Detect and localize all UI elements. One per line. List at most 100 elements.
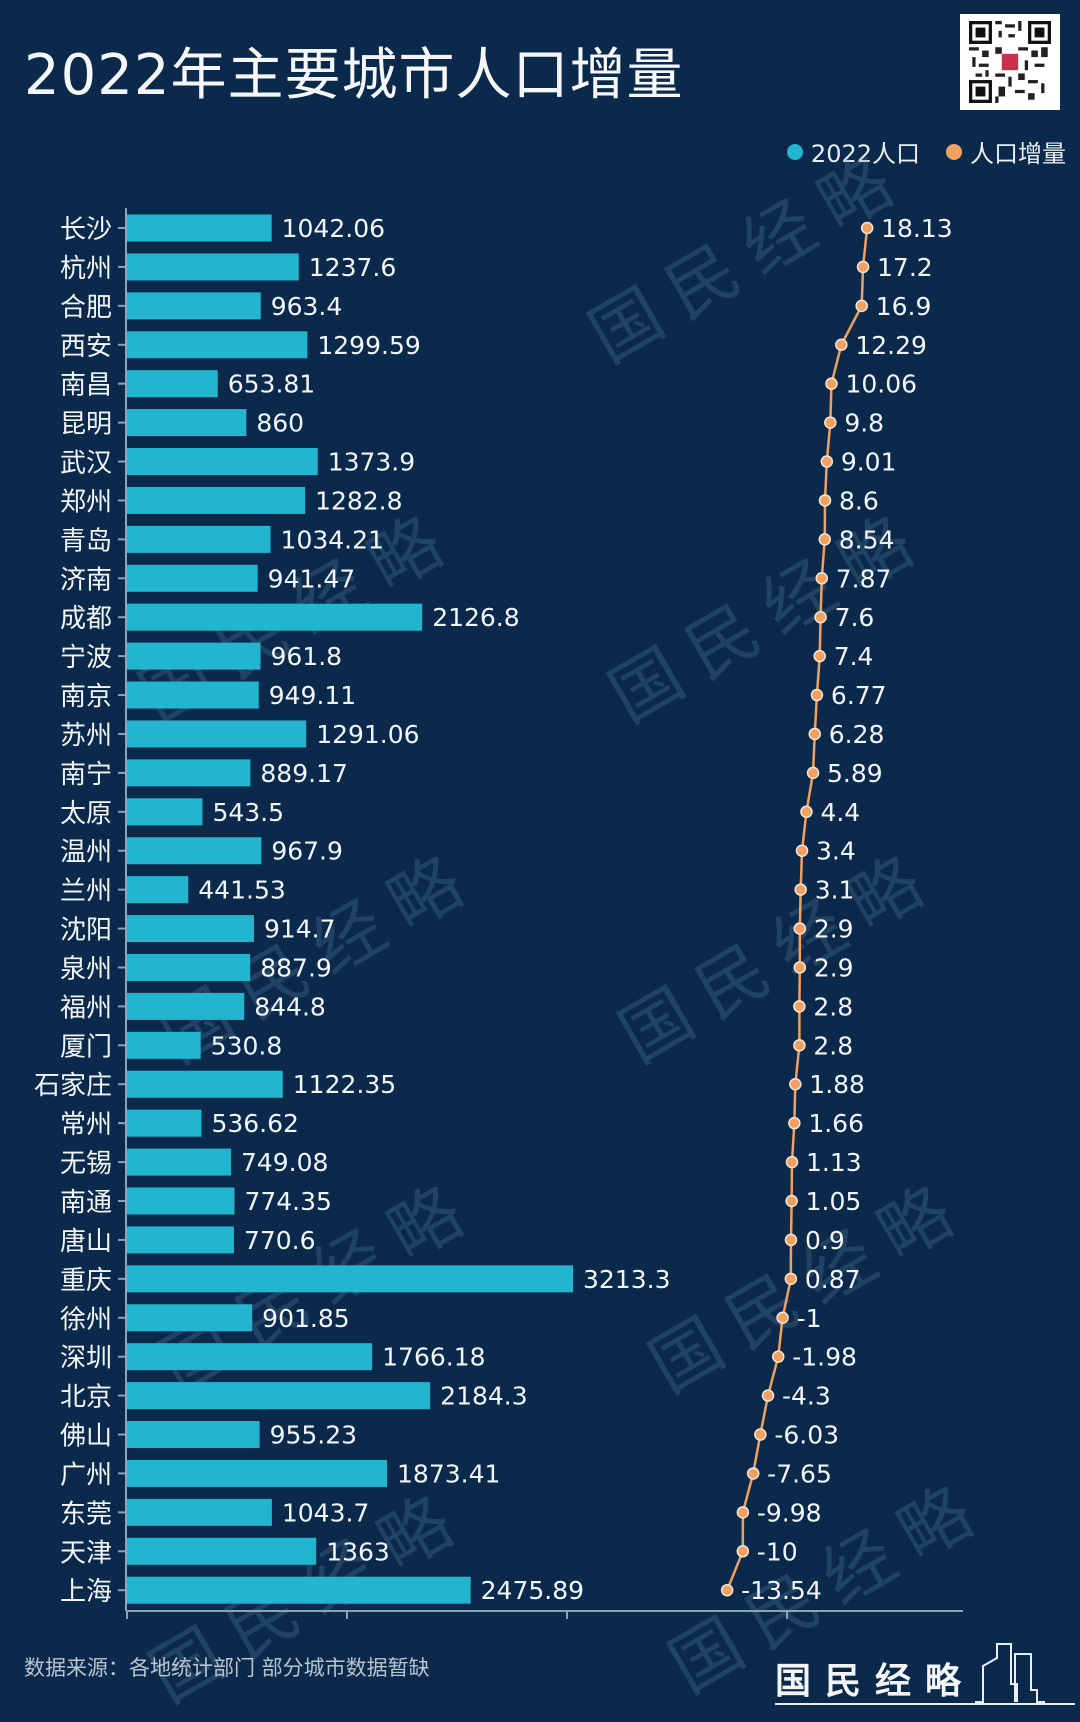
- category-label: 常州: [60, 1110, 112, 1140]
- population-bar: [127, 1421, 260, 1449]
- city-skyline-icon: [975, 1643, 1046, 1703]
- category-label: 青岛: [60, 526, 112, 556]
- bar-value-label: 1873.41: [397, 1459, 500, 1488]
- line-value-label: 3.1: [815, 876, 855, 905]
- bar-value-label: 949.11: [269, 681, 356, 710]
- bar-value-label: 749.08: [241, 1148, 328, 1177]
- population-bar: [127, 1498, 272, 1526]
- category-label: 泉州: [60, 954, 112, 984]
- category-label: 武汉: [60, 449, 112, 479]
- category-label: 重庆: [60, 1266, 112, 1296]
- category-label: 福州: [60, 993, 112, 1023]
- legend-label: 人口增量: [970, 140, 1066, 168]
- population-bar: [127, 681, 259, 709]
- legend-dot-icon: [786, 143, 803, 160]
- population-bar: [127, 1070, 283, 1098]
- category-label: 济南: [60, 565, 112, 595]
- category-label: 南昌: [60, 371, 112, 401]
- data-source-note: 数据来源：各地统计部门 部分城市数据暂缺: [24, 1656, 430, 1680]
- population-bar: [127, 1265, 574, 1293]
- population-bar: [127, 1576, 471, 1604]
- line-value-label: -6.03: [774, 1421, 839, 1450]
- category-label: 昆明: [60, 410, 112, 440]
- increase-point: [815, 572, 829, 585]
- bar-value-label: 1237.6: [309, 253, 396, 282]
- line-value-label: -13.54: [741, 1576, 822, 1605]
- increase-point: [785, 1194, 798, 1208]
- increase-point: [736, 1545, 750, 1558]
- category-label: 东莞: [60, 1499, 112, 1529]
- bar-value-label: 887.9: [260, 953, 332, 982]
- line-value-label: 18.13: [881, 214, 953, 243]
- line-value-label: 1.13: [806, 1148, 862, 1177]
- line-value-label: 6.77: [831, 681, 887, 710]
- category-label: 苏州: [60, 721, 112, 751]
- line-value-label: -1: [797, 1304, 822, 1333]
- increase-point: [793, 961, 807, 974]
- population-bar: [127, 992, 245, 1020]
- category-label: 宁波: [60, 643, 112, 673]
- line-value-label: 2.9: [814, 915, 854, 944]
- increase-line: [725, 227, 869, 1591]
- population-bar: [127, 564, 258, 592]
- increase-point: [818, 494, 832, 507]
- category-label: 厦门: [60, 1032, 112, 1062]
- chart-title: 2022年主要城市人口增量: [24, 43, 684, 108]
- population-bar: [127, 720, 307, 748]
- bar-value-label: 1042.06: [282, 214, 385, 243]
- bar-value-label: 774.35: [244, 1187, 331, 1216]
- increase-point: [784, 1272, 798, 1286]
- population-bar: [127, 1537, 317, 1565]
- increase-point: [856, 260, 870, 274]
- bar-value-label: 914.7: [264, 915, 336, 944]
- bar-value-label: 653.81: [228, 370, 315, 399]
- increase-point: [793, 922, 807, 935]
- increase-point: [818, 533, 831, 546]
- population-bar: [127, 448, 318, 476]
- line-value-label: 2.8: [813, 992, 853, 1021]
- line-value-label: 9.8: [844, 409, 884, 438]
- bar-value-label: 1043.7: [282, 1498, 369, 1527]
- bar-value-label: 3213.3: [583, 1265, 670, 1294]
- line-value-label: 1.88: [809, 1070, 865, 1099]
- increase-point: [795, 844, 809, 857]
- increase-point: [736, 1506, 750, 1519]
- population-bar: [127, 370, 218, 398]
- category-label: 南通: [60, 1188, 112, 1218]
- bar-value-label: 1766.18: [382, 1343, 485, 1372]
- category-label: 长沙: [60, 215, 112, 245]
- population-bar: [127, 214, 272, 242]
- increase-point: [776, 1311, 789, 1325]
- bar-value-label: 1299.59: [317, 331, 420, 360]
- increase-point: [808, 727, 822, 741]
- population-bar: [127, 642, 261, 670]
- population-bar: [127, 409, 247, 437]
- population-bar: [127, 603, 423, 631]
- increase-point: [785, 1155, 799, 1169]
- increase-point: [800, 805, 813, 819]
- population-bar: [127, 1343, 373, 1371]
- bar-value-label: 901.85: [262, 1304, 349, 1333]
- bar-value-label: 2126.8: [432, 603, 519, 632]
- increase-point: [754, 1428, 767, 1441]
- line-value-label: 5.89: [827, 759, 883, 788]
- bar-value-label: 1373.9: [328, 448, 415, 477]
- category-label: 太原: [60, 799, 112, 829]
- line-value-label: 2.8: [813, 1031, 853, 1060]
- line-value-label: 6.28: [829, 720, 885, 749]
- bar-value-label: 536.62: [211, 1109, 298, 1138]
- brand-name: 国民经略: [775, 1660, 976, 1702]
- increase-point: [788, 1116, 801, 1130]
- population-bar: [127, 1187, 235, 1215]
- bar-value-label: 1034.21: [281, 525, 384, 554]
- line-value-label: -7.65: [767, 1459, 832, 1488]
- increase-point: [720, 1583, 734, 1597]
- population-bar: [127, 1109, 202, 1137]
- line-value-label: 16.9: [876, 292, 932, 321]
- legend-item-increase: 人口增量: [946, 134, 1066, 169]
- population-bar: [127, 1031, 201, 1059]
- line-value-label: 12.29: [855, 331, 927, 360]
- increase-point: [789, 1077, 802, 1091]
- category-label: 沈阳: [60, 916, 112, 946]
- population-bar: [127, 1304, 253, 1332]
